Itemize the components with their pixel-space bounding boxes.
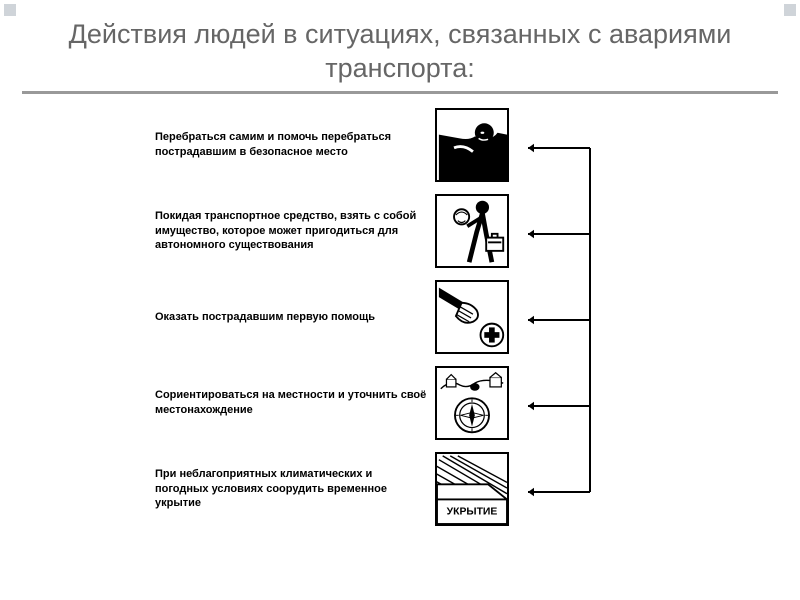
bag-carry-icon: [435, 194, 509, 268]
step-text: Перебраться самим и помочь перебраться п…: [155, 130, 435, 160]
title-underline: [22, 91, 778, 94]
step-text: При неблагоприятных климатических и пого…: [155, 467, 435, 512]
step-text: Сориентироваться на местности и уточнить…: [155, 388, 435, 418]
compass-map-icon: [435, 366, 509, 440]
title-block: Действия людей в ситуациях, связанных с …: [0, 0, 800, 100]
first-aid-icon: [435, 280, 509, 354]
flow-arrows: [520, 118, 630, 548]
shelter-icon: УКРЫТИЕ: [435, 452, 509, 526]
step-text: Оказать пострадавшим первую помощь: [155, 310, 435, 325]
step-text: Покидая транспортное средство, взять с с…: [155, 209, 435, 254]
shelter-label: УКРЫТИЕ: [447, 507, 498, 518]
injured-person-icon: [435, 108, 509, 182]
page-title: Действия людей в ситуациях, связанных с …: [40, 18, 760, 86]
